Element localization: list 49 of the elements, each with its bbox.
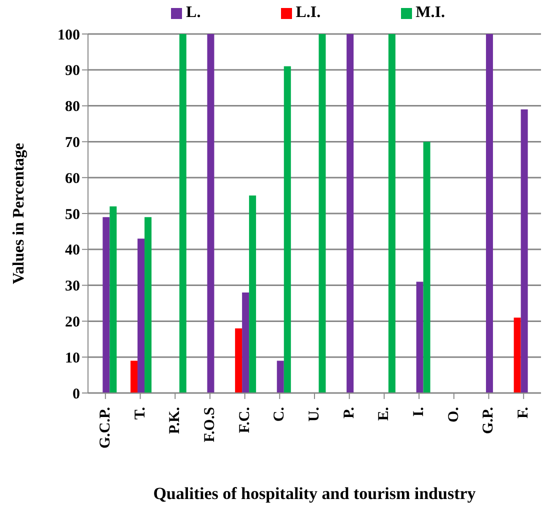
x-tick-label: G.C.P. — [97, 406, 114, 449]
bar — [284, 66, 291, 393]
x-tick-label: G.P. — [480, 406, 497, 434]
bar — [318, 34, 326, 393]
legend-label: M.I. — [416, 4, 445, 21]
y-axis-title: Values in Percentage — [10, 142, 28, 284]
y-tick-label: 30 — [65, 278, 80, 295]
y-tick-label: 90 — [65, 63, 80, 80]
bar — [388, 34, 396, 393]
x-tick-label: P. — [341, 406, 358, 419]
x-tick-label: O. — [446, 406, 462, 422]
x-tick-label: F.C. — [236, 406, 253, 434]
x-tick-label: E. — [376, 406, 392, 421]
bar — [249, 196, 256, 393]
x-axis-title: Qualities of hospitality and tourism industry — [153, 484, 476, 503]
x-tick-label: F.O.S — [202, 407, 218, 442]
x-tick-label: P.K. — [167, 406, 184, 434]
bar — [346, 34, 354, 393]
x-tick-label: F. — [516, 406, 532, 419]
bar — [138, 238, 145, 393]
y-tick-label: 40 — [65, 242, 80, 259]
bar — [514, 318, 521, 393]
bar — [423, 142, 430, 393]
x-tick-label: I. — [411, 406, 428, 417]
bar — [235, 328, 242, 393]
y-tick-label: 70 — [65, 135, 80, 152]
bar — [102, 217, 110, 393]
bar — [416, 282, 424, 393]
x-tick-label: C. — [272, 406, 288, 422]
y-tick-label: 50 — [65, 206, 80, 223]
y-tick-label: 80 — [65, 99, 80, 116]
bar — [110, 206, 117, 393]
y-tick-label: 100 — [58, 27, 80, 44]
bar — [207, 34, 214, 393]
x-tick-label: U. — [306, 406, 322, 422]
x-tick-label: T. — [132, 406, 148, 420]
bar — [486, 34, 493, 393]
y-tick-label: 10 — [65, 350, 80, 366]
y-tick-label: 60 — [65, 170, 80, 187]
bar — [276, 360, 284, 393]
legend-label: L.I. — [296, 4, 321, 21]
bar — [520, 109, 528, 393]
bar — [130, 360, 138, 393]
legend-label: L. — [186, 4, 201, 21]
bar — [179, 34, 186, 393]
bar — [242, 292, 250, 393]
bar — [144, 217, 152, 393]
y-tick-label: 0 — [72, 386, 80, 402]
y-tick-label: 20 — [65, 314, 80, 331]
